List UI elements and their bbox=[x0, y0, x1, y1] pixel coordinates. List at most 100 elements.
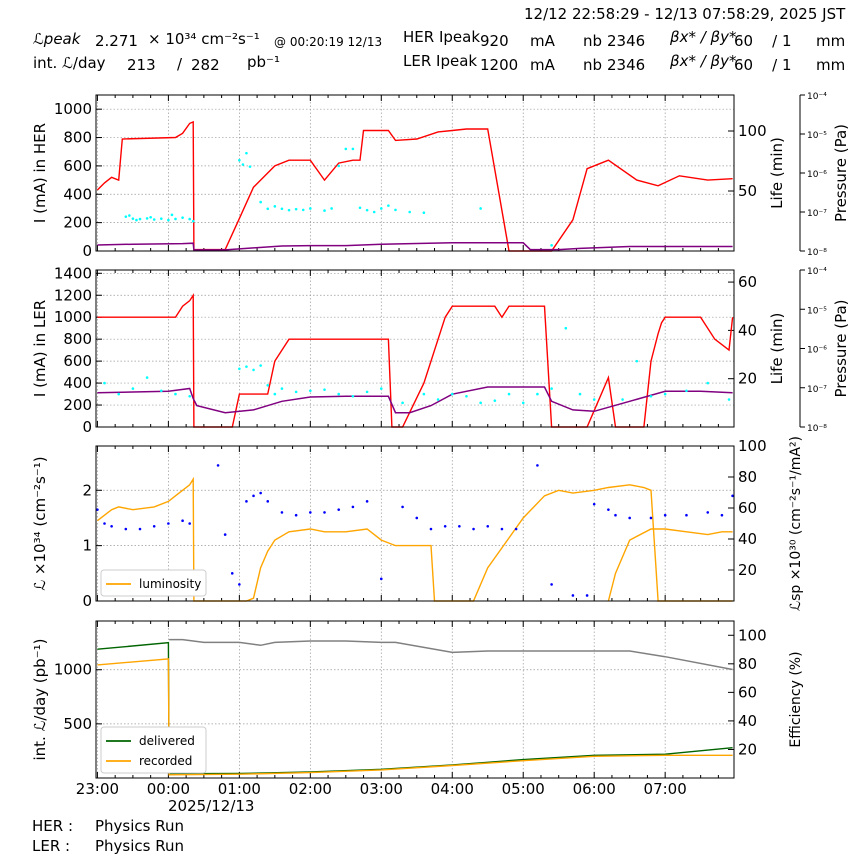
specific-point bbox=[294, 513, 298, 517]
life-point bbox=[287, 208, 291, 212]
life-point bbox=[131, 217, 135, 220]
specific-point bbox=[245, 500, 248, 503]
life-point bbox=[103, 381, 106, 385]
intl-delivered: 213 bbox=[127, 56, 156, 74]
life-point bbox=[273, 205, 277, 208]
life-point bbox=[635, 359, 639, 363]
life-point bbox=[135, 218, 138, 222]
her-status-label: HER : bbox=[32, 817, 74, 835]
y2-tick-label: 50 bbox=[738, 182, 757, 200]
x-tick-label: 02:00 bbox=[289, 780, 332, 798]
y2-tick-label: 40 bbox=[738, 530, 757, 548]
y-tick-label: 1000 bbox=[54, 661, 92, 679]
life-point bbox=[621, 398, 624, 401]
y-tick-label: 600 bbox=[63, 157, 92, 175]
y2-tick-label: 100 bbox=[738, 626, 767, 644]
legend-label: luminosity bbox=[139, 577, 201, 591]
life-point bbox=[167, 218, 170, 222]
x-tick-label: 04:00 bbox=[431, 780, 474, 798]
legend-label: delivered bbox=[139, 734, 195, 748]
specific-point bbox=[401, 505, 404, 509]
y-tick-label: 2 bbox=[82, 481, 92, 499]
y-axis-label: ℒ ×10³⁴ (cm⁻²s⁻¹) bbox=[31, 456, 49, 590]
specific-point bbox=[152, 524, 156, 528]
life-point bbox=[117, 392, 121, 396]
specific-point bbox=[415, 516, 419, 520]
specific-point bbox=[536, 464, 539, 467]
luminosity-series-line bbox=[96, 476, 733, 602]
life-point bbox=[294, 390, 298, 394]
y2-tick-label: 20 bbox=[738, 561, 757, 579]
life-point bbox=[191, 219, 195, 223]
her-ipeak-value: 920 bbox=[480, 32, 509, 50]
life-point bbox=[252, 368, 255, 372]
specific-point bbox=[628, 516, 631, 520]
life-point bbox=[145, 217, 149, 220]
life-point bbox=[706, 381, 710, 385]
life-point bbox=[145, 376, 149, 379]
life-point bbox=[323, 209, 326, 212]
life-point bbox=[149, 215, 152, 219]
ler-nb-value: 2346 bbox=[607, 56, 646, 74]
life-point bbox=[131, 387, 135, 390]
x-tick-label: 07:00 bbox=[644, 780, 687, 798]
specific-point bbox=[472, 527, 475, 531]
life-point bbox=[564, 326, 568, 330]
life-point bbox=[351, 147, 355, 151]
x-tick-label: 06:00 bbox=[573, 780, 616, 798]
specific-point bbox=[486, 524, 490, 528]
ler-ipeak-value: 1200 bbox=[480, 56, 519, 74]
life-point bbox=[266, 207, 270, 211]
specific-point bbox=[266, 500, 270, 503]
life-point bbox=[323, 388, 326, 391]
life-point bbox=[479, 401, 482, 405]
specific-point bbox=[649, 516, 653, 520]
pressure-tick-label: 10⁻⁸ bbox=[807, 248, 827, 258]
life-point bbox=[550, 244, 553, 247]
life-point bbox=[387, 204, 390, 207]
specific-point bbox=[607, 508, 610, 511]
pressure-tick-label: 10⁻⁴ bbox=[807, 92, 827, 102]
y-tick-label: 600 bbox=[63, 352, 92, 370]
pressure-series-line bbox=[97, 242, 733, 251]
y2-axis-label: Efficiency (%) bbox=[788, 651, 804, 747]
specific-point bbox=[663, 513, 667, 517]
life-point bbox=[578, 392, 582, 396]
legend-label: recorded bbox=[139, 754, 192, 768]
y-tick-label: 800 bbox=[63, 330, 92, 348]
specific-point bbox=[124, 527, 128, 531]
lpeak-unit: × 10³⁴ cm⁻²s⁻¹ bbox=[148, 30, 260, 48]
current-series-line bbox=[96, 120, 733, 252]
life-point bbox=[465, 394, 468, 398]
life-point bbox=[649, 394, 653, 398]
life-point bbox=[351, 394, 355, 398]
life-point bbox=[379, 207, 383, 210]
life-point bbox=[365, 208, 369, 212]
y2-axis-label: ℒsp ×10³⁰ (cm⁻²s⁻¹/mA²) bbox=[788, 436, 804, 611]
y-tick-label: 200 bbox=[63, 396, 92, 414]
y2-tick-label: 60 bbox=[738, 273, 757, 291]
life-point bbox=[138, 217, 142, 221]
pressure-series-line bbox=[97, 386, 733, 414]
lpeak-label: ℒpeak bbox=[33, 30, 81, 48]
life-point bbox=[245, 151, 248, 155]
specific-point bbox=[223, 533, 227, 536]
y2-tick-label: 100 bbox=[738, 122, 767, 140]
specific-point bbox=[720, 513, 724, 517]
her-beta-value: 60 / 1 bbox=[734, 32, 792, 50]
x-tick-label: 03:00 bbox=[360, 780, 403, 798]
specific-point bbox=[685, 513, 688, 517]
specific-point bbox=[181, 519, 184, 523]
life-point bbox=[174, 217, 177, 221]
life-point bbox=[259, 200, 262, 204]
life-point bbox=[294, 207, 298, 211]
x-tick-label: 23:00 bbox=[76, 780, 119, 798]
life-point bbox=[266, 383, 270, 387]
life-point bbox=[181, 216, 184, 219]
life-point bbox=[238, 367, 241, 371]
specific-point bbox=[571, 594, 575, 597]
life-point bbox=[536, 392, 539, 396]
life-point bbox=[685, 389, 688, 393]
her-nb-label: nb bbox=[583, 32, 603, 50]
y2-tick-label: 40 bbox=[738, 321, 757, 339]
